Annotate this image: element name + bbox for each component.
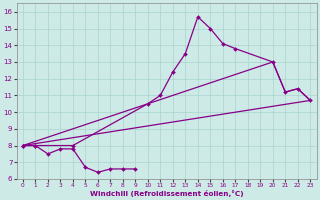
X-axis label: Windchill (Refroidissement éolien,°C): Windchill (Refroidissement éolien,°C) [90, 190, 244, 197]
